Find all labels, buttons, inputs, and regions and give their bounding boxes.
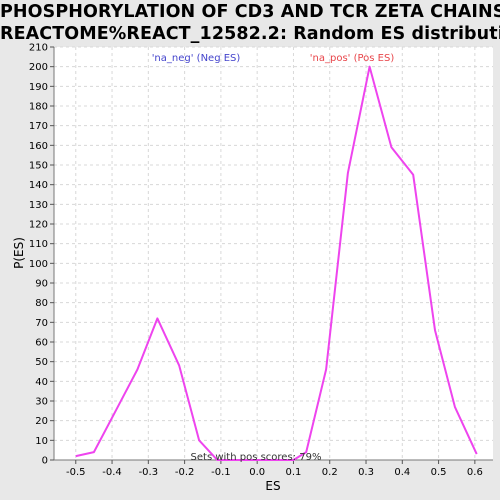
y-tick-label: 20 (35, 416, 48, 427)
neg-es-label: 'na_neg' (Neg ES) (152, 53, 241, 64)
x-tick-label: -0.5 (66, 467, 86, 478)
y-tick-label: 60 (35, 338, 48, 349)
y-tick-label: 110 (29, 239, 48, 250)
x-tick-label: 0.1 (286, 467, 302, 478)
y-tick-label: 90 (35, 279, 48, 290)
x-tick-label: 0.3 (358, 467, 374, 478)
x-tick-label: -0.4 (102, 467, 122, 478)
series-group (75, 65, 478, 461)
y-axis-label: P(ES) (12, 237, 26, 269)
plot-area (54, 47, 493, 460)
x-tick-label: 0.4 (394, 467, 410, 478)
x-tick-label: -0.3 (139, 467, 159, 478)
chart-title-line-1: PHOSPHORYLATION OF CD3 AND TCR ZETA CHAI… (0, 2, 500, 22)
x-tick-label: 0.5 (431, 467, 447, 478)
x-tick-label: -0.2 (175, 467, 195, 478)
series-line-0 (75, 65, 478, 461)
y-tick-label: 40 (35, 377, 48, 388)
x-axis-label: ES (265, 479, 280, 493)
y-tick-label: 70 (35, 318, 48, 329)
y-tick-label: 130 (29, 200, 48, 211)
y-tick-label: 120 (29, 220, 48, 231)
x-tick-label: 0.6 (467, 467, 483, 478)
y-tick-label: 100 (29, 259, 48, 270)
y-tick-label: 180 (29, 102, 48, 113)
x-tick-label: -0.1 (211, 467, 231, 478)
y-tick-label: 30 (35, 397, 48, 408)
y-tick-label: 80 (35, 298, 48, 309)
y-tick-label: 190 (29, 82, 48, 93)
y-tick-label: 0 (42, 456, 48, 467)
y-tick-label: 10 (35, 436, 48, 447)
x-tick-label: 0.2 (322, 467, 338, 478)
grid-lines (54, 46, 493, 461)
y-tick-label: 150 (29, 161, 48, 172)
y-tick-label: 140 (29, 180, 48, 191)
y-tick-label: 160 (29, 141, 48, 152)
y-tick-label: 210 (29, 43, 48, 54)
y-tick-label: 200 (29, 62, 48, 73)
tick-marks: 0 10 20 30 40 50 60 70 80 90 100 110 120 130 140 150 160… (29, 43, 483, 479)
x-tick-label: 0.0 (249, 467, 265, 478)
pos-es-label: 'na_pos' (Pos ES) (310, 53, 395, 64)
pos-score-footer: Sets with pos scores: 79% (191, 452, 322, 463)
chart-title-line-2: REACTOME%REACT_12582.2: Random ES distri… (0, 24, 500, 44)
y-tick-label: 50 (35, 357, 48, 368)
y-tick-label: 170 (29, 121, 48, 132)
